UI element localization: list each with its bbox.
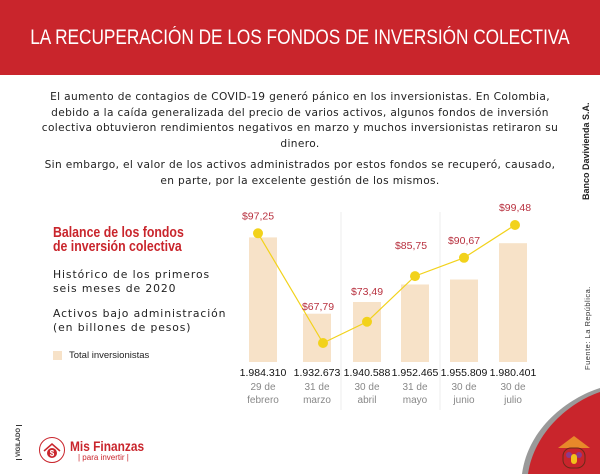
chart-title-line: de inversión colectiva: [53, 239, 182, 255]
x-tick-label: 29 de: [250, 382, 275, 393]
bar-total-inversionistas: [353, 302, 381, 362]
bar-value-label: 1.955.809: [441, 367, 488, 379]
x-tick-label: 31 de: [304, 382, 329, 393]
bar-total-inversionistas: [303, 313, 331, 362]
svg-text:$: $: [50, 449, 55, 458]
bar-value-label: 1.932.673: [294, 367, 341, 379]
line-value-label: $90,67: [448, 235, 480, 247]
x-tick-label: mayo: [403, 395, 428, 406]
legend-label: Total inversionistas: [69, 350, 150, 361]
bar-total-inversionistas: [249, 237, 277, 362]
line-activos: [257, 224, 516, 344]
house-dollar-icon: $: [39, 437, 65, 463]
x-tick-label: 30 de: [451, 382, 476, 393]
bar-total-inversionistas: [450, 279, 478, 362]
chart-units: Activos bajo administración (en billones…: [53, 307, 226, 335]
bar-value-label: 1.952.465: [392, 367, 439, 379]
bar-value-label: 1.940.588: [344, 367, 391, 379]
bar-value-label: 1.980.401: [490, 367, 537, 379]
chart-title: Balance de los fondos de inversión colec…: [53, 225, 184, 255]
units-line: Activos bajo administración: [53, 307, 227, 320]
brand-name: Mis Finanzas: [70, 437, 145, 454]
x-tick-label: 30 de: [500, 382, 525, 393]
x-tick-label: abril: [358, 395, 377, 406]
bar-total-inversionistas: [401, 284, 429, 362]
intro-paragraph-2: Sin embargo, el valor de los activos adm…: [44, 159, 556, 187]
line-value-label: $85,75: [395, 240, 427, 252]
line-point: [253, 228, 263, 239]
x-tick-label: marzo: [303, 395, 331, 406]
header-banner: LA RECUPERACIÓN DE LOS FONDOS DE INVERSI…: [0, 0, 600, 75]
legend: Total inversionistas: [53, 350, 149, 361]
line-point: [459, 252, 469, 263]
x-tick-label: junio: [452, 395, 475, 406]
line-point: [318, 338, 328, 348]
bar-total-inversionistas: [499, 243, 527, 362]
chart-subtitle: Histórico de los primeros seis meses de …: [53, 268, 210, 296]
page-title: LA RECUPERACIÓN DE LOS FONDOS DE INVERSI…: [30, 25, 570, 49]
subtitle-line: Histórico de los primeros: [53, 268, 210, 281]
units-line: (en billones de pesos): [53, 321, 192, 334]
chart-title-line: Balance de los fondos: [53, 225, 184, 241]
x-tick-label: julio: [503, 395, 522, 406]
line-value-label: $73,49: [351, 286, 383, 298]
x-tick-label: febrero: [247, 395, 279, 406]
line-point: [510, 220, 520, 230]
line-value-label: $99,48: [499, 202, 531, 214]
bar-value-label: 1.984.310: [240, 367, 287, 379]
x-tick-label: 30 de: [354, 382, 379, 393]
subtitle-line: seis meses de 2020: [53, 282, 177, 295]
line-point: [362, 316, 372, 327]
house-mascot-icon: [558, 436, 590, 469]
line-value-label: $97,25: [242, 210, 274, 222]
line-value-label: $67,79: [302, 301, 334, 313]
intro-paragraph-1: El aumento de contagios de COVID-19 gene…: [41, 91, 559, 150]
davivienda-corner-logo: [522, 388, 600, 474]
x-tick-label: 31 de: [402, 382, 427, 393]
brand-logo: $ Mis Finanzas | para invertir |: [38, 436, 157, 464]
legend-swatch: [53, 351, 62, 360]
line-point: [410, 271, 420, 282]
brand-tagline: | para invertir |: [78, 452, 129, 462]
